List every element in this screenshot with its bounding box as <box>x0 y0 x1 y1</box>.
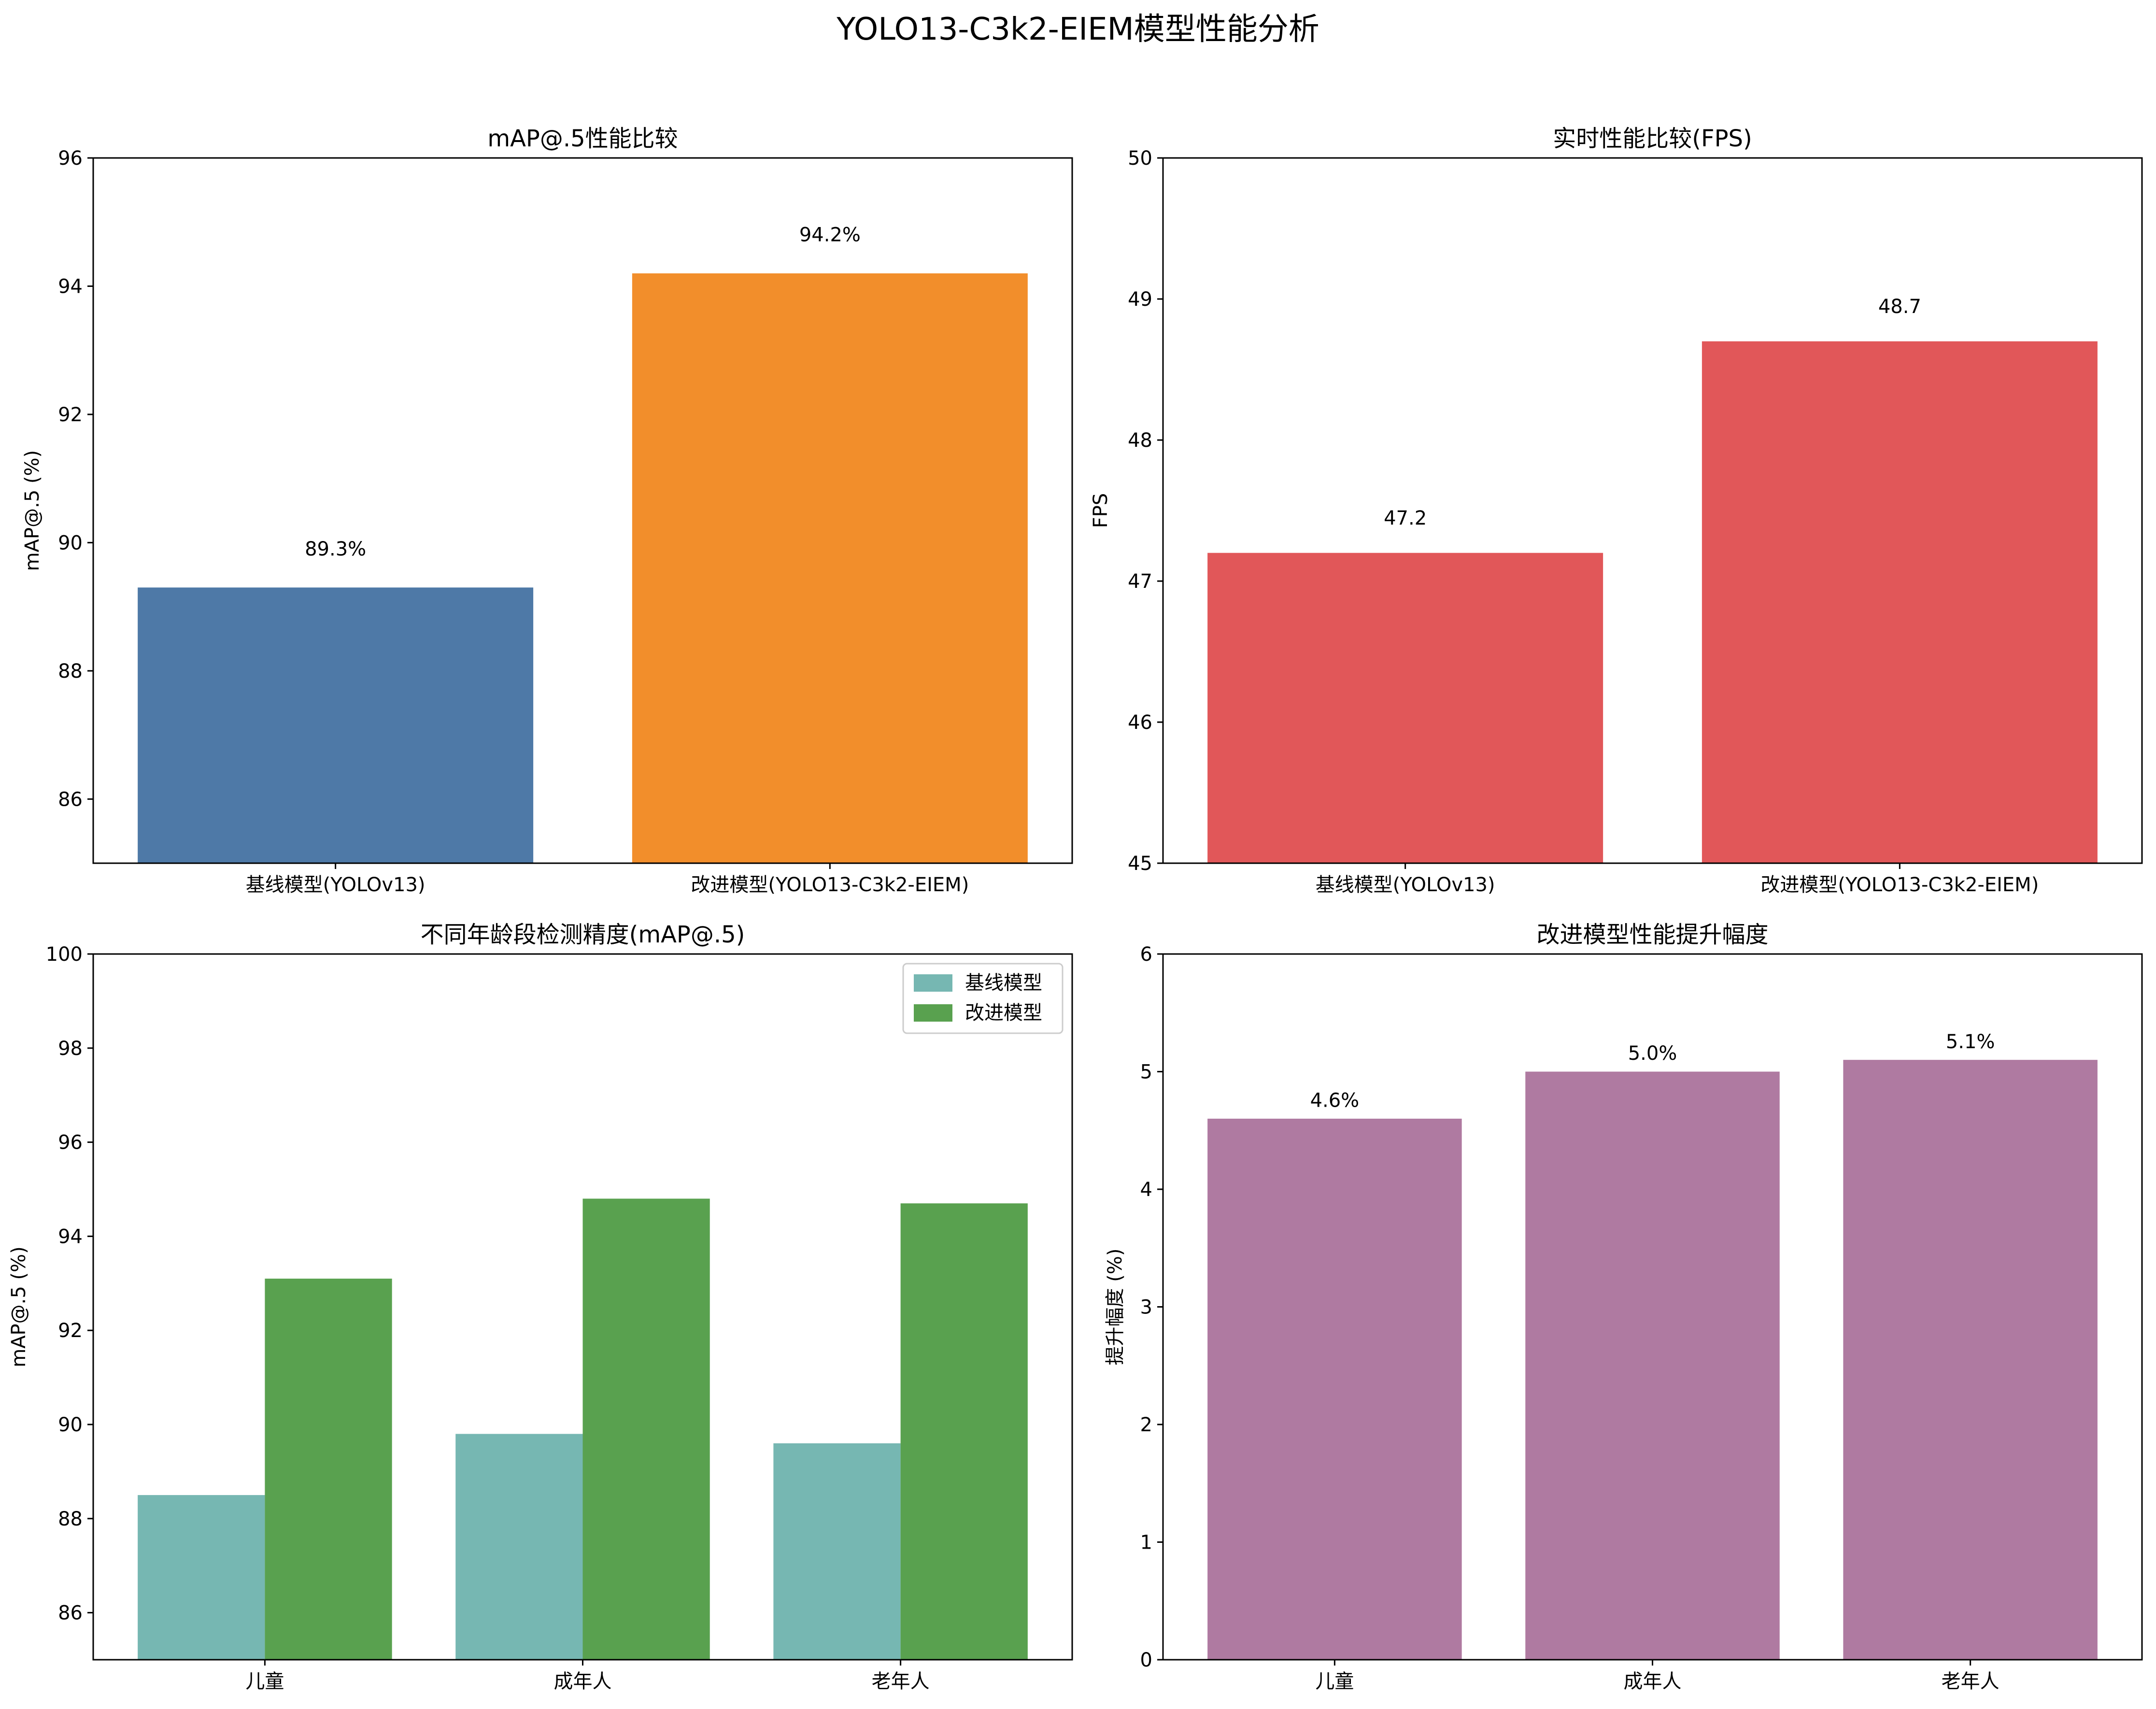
y-tick-label: 47 <box>1128 570 1152 593</box>
x-tick-label: 老年人 <box>872 1670 930 1693</box>
y-tick-label: 86 <box>58 1602 83 1624</box>
chart-fps-comparison: 实时性能比较(FPS) 47.2 48.7 45 46 47 48 49 50 基线模型(YOLO… <box>1090 125 2143 896</box>
y-tick-label: 3 <box>1140 1296 1152 1319</box>
x-tick-label: 改进模型(YOLO13-C3k2-EIEM) <box>1760 874 2039 896</box>
bar-improved <box>265 1279 392 1660</box>
y-tick-label: 94 <box>58 275 83 298</box>
y-tick-label: 49 <box>1128 288 1152 311</box>
bar-baseline <box>773 1443 901 1660</box>
data-label: 89.3% <box>305 538 366 560</box>
x-tick-label: 基线模型(YOLOv13) <box>1316 874 1495 896</box>
y-axis-label: 提升幅度 (%) <box>1104 1249 1126 1366</box>
y-tick-label: 0 <box>1140 1649 1152 1671</box>
axes-frame <box>1162 157 2143 864</box>
y-axis-label: FPS <box>1090 493 1112 528</box>
chart-title: mAP@.5性能比较 <box>487 125 678 152</box>
legend-label-baseline: 基线模型 <box>965 972 1042 994</box>
y-tick-label: 45 <box>1128 853 1152 875</box>
y-tick-label: 4 <box>1140 1179 1152 1201</box>
chart-improvement-gain: 改进模型性能提升幅度 4.6% 5.0% 5.1% 0 1 2 3 4 5 6 儿童 成年人 老年人 提升幅… <box>1104 921 2143 1693</box>
y-tick-label: 90 <box>58 532 83 554</box>
bar-baseline <box>455 1434 583 1660</box>
data-label: 47.2 <box>1384 507 1427 529</box>
bar <box>1843 1060 2098 1660</box>
y-tick-label: 46 <box>1128 712 1152 734</box>
bar-improved <box>582 1198 710 1660</box>
y-axis-label: mAP@.5 (%) <box>8 1246 30 1367</box>
legend-swatch-improved <box>914 1004 952 1022</box>
bar <box>632 273 1028 863</box>
y-tick-label: 98 <box>58 1038 83 1060</box>
y-tick-label: 1 <box>1140 1532 1152 1554</box>
data-label: 94.2% <box>799 224 861 246</box>
y-tick-label: 48 <box>1128 429 1152 452</box>
bar <box>1702 341 2098 863</box>
data-label: 48.7 <box>1878 296 1921 318</box>
y-tick-label: 2 <box>1140 1414 1152 1436</box>
data-label: 5.1% <box>1946 1031 1995 1053</box>
x-tick-label: 老年人 <box>1942 1670 2000 1693</box>
y-tick-label: 94 <box>58 1225 83 1248</box>
y-tick-label: 92 <box>58 404 83 426</box>
chart-title: 不同年龄段检测精度(mAP@.5) <box>421 921 745 948</box>
y-tick-label: 50 <box>1128 147 1152 170</box>
bar <box>138 587 534 863</box>
x-tick-label: 基线模型(YOLOv13) <box>246 874 426 896</box>
x-tick-label: 改进模型(YOLO13-C3k2-EIEM) <box>691 874 969 896</box>
legend-label-improved: 改进模型 <box>965 1002 1042 1024</box>
bar-baseline <box>138 1495 265 1660</box>
bar <box>1207 553 1603 863</box>
axes-frame <box>92 157 1073 864</box>
y-tick-label: 96 <box>58 147 83 170</box>
y-tick-label: 86 <box>58 788 83 811</box>
data-label: 4.6% <box>1310 1090 1360 1112</box>
y-tick-label: 5 <box>1140 1061 1152 1083</box>
y-tick-label: 90 <box>58 1414 83 1436</box>
chart-title: 实时性能比较(FPS) <box>1553 125 1752 152</box>
y-tick-label: 88 <box>58 660 83 683</box>
figure-title: YOLO13-C3k2-EIEM模型性能分析 <box>836 12 1319 47</box>
y-tick-label: 92 <box>58 1320 83 1342</box>
bar <box>1207 1118 1462 1660</box>
y-tick-label: 100 <box>46 943 83 966</box>
chart-title: 改进模型性能提升幅度 <box>1536 921 1768 948</box>
bar-improved <box>900 1203 1028 1660</box>
y-tick-label: 88 <box>58 1508 83 1530</box>
y-axis-label: mAP@.5 (%) <box>21 450 43 571</box>
y-tick-label: 96 <box>58 1132 83 1154</box>
chart-map-comparison: mAP@.5性能比较 89.3% 94.2% 86 88 90 92 94 96 基线模型(YOL… <box>21 125 1073 896</box>
x-tick-label: 儿童 <box>245 1670 284 1693</box>
x-tick-label: 成年人 <box>554 1670 612 1693</box>
y-tick-label: 6 <box>1140 943 1152 966</box>
bar <box>1525 1071 1780 1660</box>
legend-swatch-baseline <box>914 974 952 992</box>
x-tick-label: 儿童 <box>1315 1670 1354 1693</box>
data-label: 5.0% <box>1628 1042 1677 1065</box>
x-tick-label: 成年人 <box>1624 1670 1682 1693</box>
